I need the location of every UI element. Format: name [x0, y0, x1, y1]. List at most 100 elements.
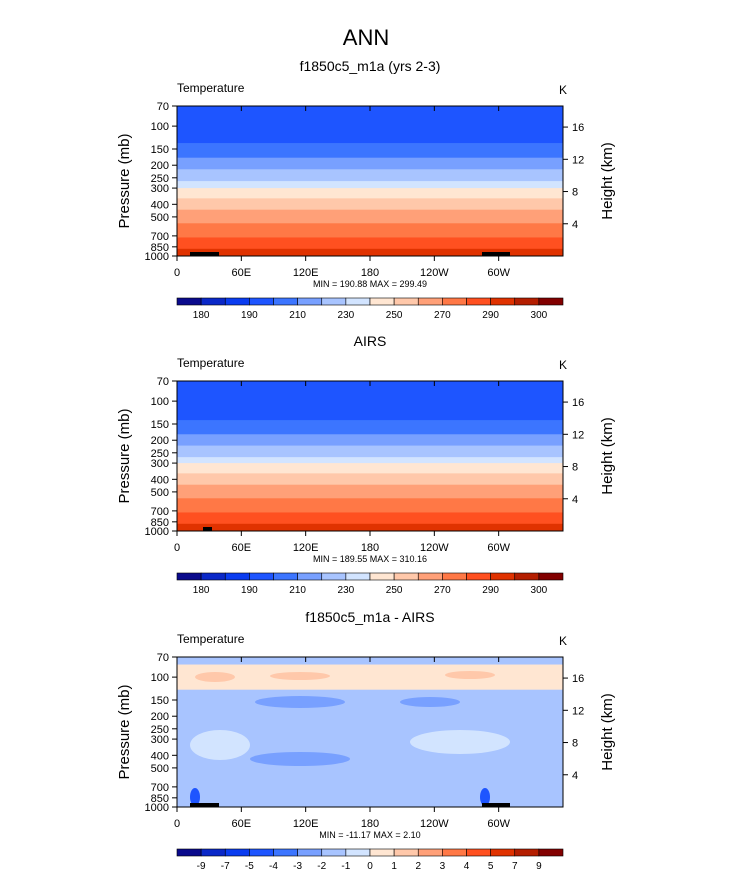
colorbar-label: 270: [434, 310, 451, 321]
x-tick-label: 120E: [293, 818, 319, 830]
y-tick-label: 200: [151, 435, 169, 447]
colorbar-box: [514, 848, 540, 857]
colorbar-box: [369, 572, 395, 581]
y-tick-label: 400: [151, 474, 169, 486]
colorbar-box: [249, 572, 274, 581]
y-tick-label: 1000: [145, 526, 169, 538]
colorbar-label: 230: [338, 310, 355, 321]
x-tick-label: 180: [361, 818, 379, 830]
land-mask: [190, 803, 219, 807]
contour-band: [177, 523, 563, 531]
x-tick-label: 60E: [232, 818, 252, 830]
x-tick-label: 120W: [420, 818, 449, 830]
colorbar-box: [345, 848, 371, 857]
x-tick-label: 180: [361, 267, 379, 279]
x-tick-label: 120E: [293, 542, 319, 554]
colorbar-label: 210: [289, 585, 306, 596]
colorbar-box: [200, 297, 226, 306]
colorbar-box: [297, 297, 323, 306]
y-tick-label: 500: [151, 487, 169, 499]
y-axis-label: Pressure (mb): [116, 684, 133, 779]
y-tick-label: 850: [151, 517, 169, 529]
colorbar-box: [393, 297, 419, 306]
colorbar-label: -7: [221, 861, 230, 872]
colorbar-box: [345, 297, 371, 306]
colorbar-label: -1: [341, 861, 350, 872]
colorbar-label: 230: [338, 585, 355, 596]
contour-band: [177, 463, 563, 474]
colorbar-box: [442, 297, 467, 306]
contour-band: [177, 237, 563, 250]
y-tick-label: 400: [151, 750, 169, 762]
colorbar-label: 300: [531, 310, 548, 321]
y-tick-label: 150: [151, 695, 169, 707]
colorbar-box: [538, 297, 564, 306]
panel-title: f1850c5_m1a - AIRS: [305, 609, 434, 625]
colorbar-box: [466, 848, 491, 857]
colorbar-label: 180: [193, 310, 210, 321]
y-tick-label: 250: [151, 724, 169, 736]
height-tick-label: 8: [572, 738, 578, 750]
contour-region: [400, 697, 460, 707]
x-tick-label: 60W: [487, 542, 510, 554]
contour-band: [177, 473, 563, 486]
colorbar-label: 0: [367, 861, 373, 872]
colorbar-label: 290: [482, 310, 499, 321]
colorbar-label: 210: [289, 310, 306, 321]
y-tick-label: 700: [151, 782, 169, 794]
colorbar-box: [249, 297, 274, 306]
x-tick-label: 0: [174, 542, 180, 554]
contour-band: [177, 445, 563, 458]
colorbar-label: 2: [415, 861, 421, 872]
colorbar-box: [369, 297, 395, 306]
y-tick-label: 500: [151, 763, 169, 775]
y-tick-label: 500: [151, 212, 169, 224]
height-tick-label: 8: [572, 462, 578, 474]
land-mask: [203, 527, 212, 531]
colorbar-box: [297, 848, 323, 857]
contour-region: [190, 788, 200, 806]
land-mask: [482, 252, 510, 256]
colorbar-box: [466, 297, 491, 306]
colorbar-box: [417, 297, 443, 306]
units-label: K: [559, 634, 567, 648]
x-tick-label: 60E: [232, 542, 252, 554]
min-max-label: MIN = 189.55 MAX = 310.16: [313, 554, 427, 564]
height-tick-label: 8: [572, 187, 578, 199]
colorbar-label: 290: [482, 585, 499, 596]
y-tick-label: 300: [151, 734, 169, 746]
contour-band: [177, 209, 563, 224]
y-tick-label: 700: [151, 231, 169, 243]
y-right-axis-label: Height (km): [599, 417, 616, 495]
colorbar-label: -5: [245, 861, 254, 872]
colorbar-label: -4: [269, 861, 278, 872]
y-tick-label: 850: [151, 793, 169, 805]
y-tick-label: 1000: [145, 251, 169, 263]
min-max-label: MIN = 190.88 MAX = 299.49: [313, 279, 427, 289]
contour-band: [177, 143, 563, 159]
colorbar-box: [466, 572, 491, 581]
colorbar-label: 250: [386, 310, 403, 321]
x-tick-label: 60W: [487, 818, 510, 830]
colorbar-box: [538, 848, 564, 857]
colorbar-box: [442, 572, 467, 581]
height-tick-label: 16: [572, 397, 584, 409]
colorbar-label: -2: [317, 861, 326, 872]
contour-region: [250, 752, 350, 766]
colorbar-box: [200, 848, 226, 857]
colorbar-label: -9: [197, 861, 206, 872]
colorbar-box: [490, 297, 516, 306]
contour-band: [177, 512, 563, 525]
y-tick-label: 850: [151, 242, 169, 254]
y-tick-label: 250: [151, 173, 169, 185]
contour-region: [195, 672, 235, 682]
colorbar-label: 9: [536, 861, 542, 872]
colorbar-label: -3: [293, 861, 302, 872]
colorbar-box: [321, 848, 347, 857]
y-tick-label: 400: [151, 199, 169, 211]
colorbar-label: 7: [512, 861, 518, 872]
x-tick-label: 0: [174, 818, 180, 830]
x-tick-label: 60W: [487, 267, 510, 279]
variable-label: Temperature: [177, 356, 245, 370]
